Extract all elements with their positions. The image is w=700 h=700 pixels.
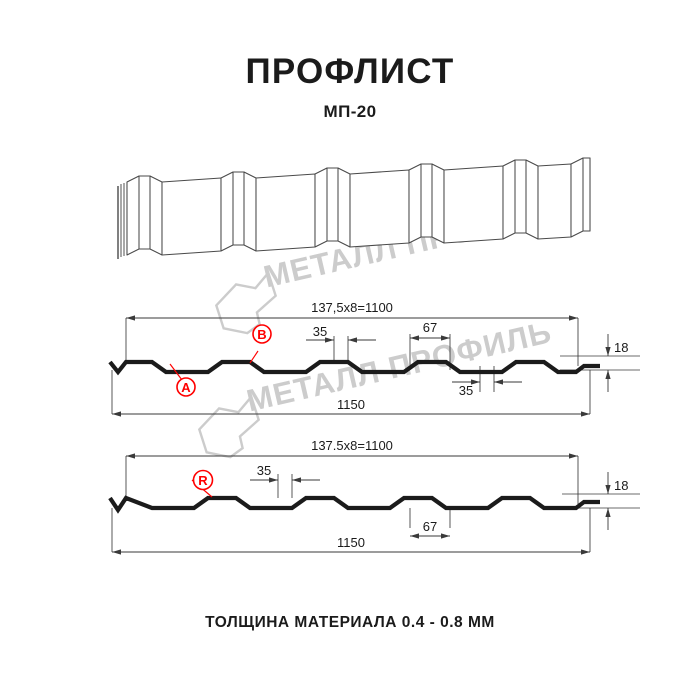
dim-valley-width-top: 67 xyxy=(410,320,450,341)
section-bottom: 137.5x8=1100 35 67 18 xyxy=(108,438,640,555)
dim-label-pitch-total: 137.5x8=1100 xyxy=(311,438,393,453)
section-top: 137,5x8=1100 35 67 35 xyxy=(108,300,640,417)
title-block: ПРОФЛИСТ МП-20 xyxy=(0,52,700,122)
dim-label-18: 18 xyxy=(614,340,628,355)
page-subtitle: МП-20 xyxy=(323,102,377,121)
dim-label-1150: 1150 xyxy=(337,535,365,550)
dim-rib-top-width-lower: 35 xyxy=(452,379,522,398)
dim-label-35-upper: 35 xyxy=(313,324,327,339)
callout-a: A xyxy=(169,363,196,397)
callout-r-label: R xyxy=(198,473,208,488)
material-thickness-note: ТОЛЩИНА МАТЕРИАЛА 0.4 - 0.8 ММ xyxy=(205,614,495,631)
dim-label-35: 35 xyxy=(257,463,271,478)
callout-r-circle xyxy=(192,469,214,491)
dim-label-pitch-total: 137,5x8=1100 xyxy=(311,300,393,315)
page-title: ПРОФЛИСТ xyxy=(245,52,455,91)
dim-overall-width-top: 1150 xyxy=(112,397,590,417)
callout-a-circle xyxy=(176,377,196,397)
dim-rib-top-width-upper: 35 xyxy=(306,324,376,343)
dim-profile-height-top: 18 xyxy=(605,334,628,392)
callout-b-circle xyxy=(252,324,272,344)
dim-label-35-lower: 35 xyxy=(459,383,473,398)
dim-overall-width-bottom: 1150 xyxy=(112,535,590,555)
callout-b: B xyxy=(249,324,272,364)
dim-label-18: 18 xyxy=(614,478,628,493)
dim-label-1150: 1150 xyxy=(337,397,365,412)
dim-label-67: 67 xyxy=(423,519,437,534)
watermark-logo-icon xyxy=(197,394,261,459)
dim-pitch-total-bottom: 137.5x8=1100 xyxy=(126,438,578,459)
callout-b-label: B xyxy=(257,327,266,342)
callout-a-label: A xyxy=(181,380,191,395)
isometric-view xyxy=(117,157,591,259)
callout-r: R xyxy=(191,469,214,498)
dim-pitch-total-top: 137,5x8=1100 xyxy=(126,300,578,321)
dim-label-67: 67 xyxy=(423,320,437,335)
watermark-logo-icon xyxy=(214,270,278,335)
dim-profile-height-bottom: 18 xyxy=(605,472,628,530)
dim-valley-width-bottom: 67 xyxy=(410,519,450,539)
sheet-thickness-edge xyxy=(117,182,128,259)
profile-section-bottom xyxy=(108,495,600,514)
profile-section-top xyxy=(108,359,600,376)
dim-rib-top-width-bottom: 35 xyxy=(250,463,320,483)
extension-lines xyxy=(111,456,640,552)
